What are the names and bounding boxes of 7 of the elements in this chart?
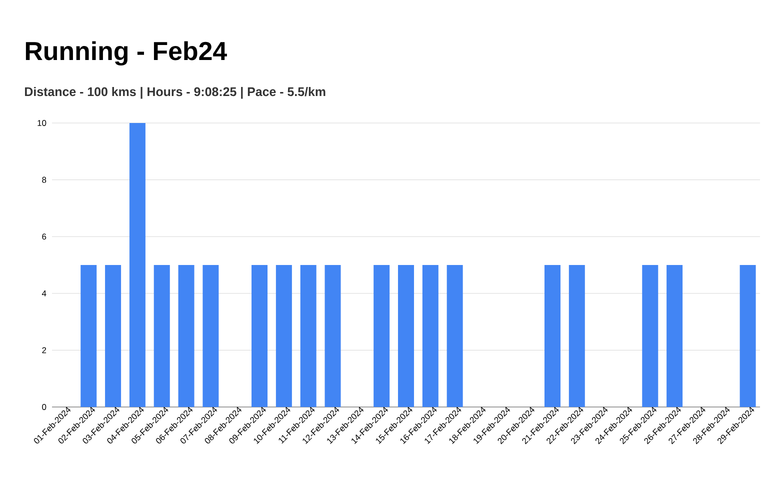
y-tick-label: 4: [42, 290, 46, 296]
y-tick-label: 8: [42, 176, 46, 183]
chart-subtitle: Distance - 100 kms | Hours - 9:08:25 | Pace - 5.5/km: [25, 86, 326, 99]
y-tick-label: 10: [38, 120, 46, 126]
y-tick-label: 6: [42, 234, 46, 240]
chart-title: Running - Feb24: [26, 41, 227, 66]
y-tick-label: 2: [42, 347, 46, 354]
